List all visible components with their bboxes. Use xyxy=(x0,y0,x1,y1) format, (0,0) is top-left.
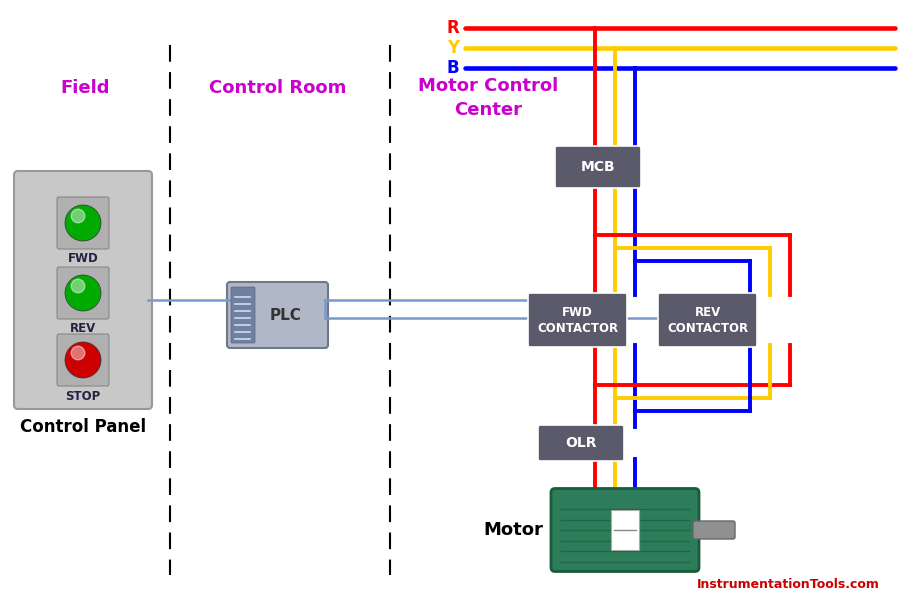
Text: Field: Field xyxy=(61,79,110,97)
Text: MCB: MCB xyxy=(581,160,615,174)
FancyBboxPatch shape xyxy=(528,293,627,347)
Text: PLC: PLC xyxy=(270,307,301,322)
FancyBboxPatch shape xyxy=(555,146,641,188)
Circle shape xyxy=(65,205,101,241)
Circle shape xyxy=(71,346,85,360)
Text: Y: Y xyxy=(447,39,459,57)
Text: FWD
CONTACTOR: FWD CONTACTOR xyxy=(537,305,618,335)
FancyBboxPatch shape xyxy=(231,287,255,343)
Text: InstrumentationTools.com: InstrumentationTools.com xyxy=(697,578,880,590)
FancyBboxPatch shape xyxy=(57,197,109,249)
Text: FWD: FWD xyxy=(68,253,99,265)
Text: REV
CONTACTOR: REV CONTACTOR xyxy=(667,305,748,335)
Text: B: B xyxy=(446,59,459,77)
FancyBboxPatch shape xyxy=(658,293,757,347)
Text: Control Room: Control Room xyxy=(209,79,347,97)
FancyBboxPatch shape xyxy=(14,171,152,409)
Text: STOP: STOP xyxy=(65,390,100,402)
FancyBboxPatch shape xyxy=(693,521,735,539)
Text: R: R xyxy=(446,19,459,37)
Text: Control Panel: Control Panel xyxy=(20,418,146,436)
FancyBboxPatch shape xyxy=(57,334,109,386)
FancyBboxPatch shape xyxy=(57,267,109,319)
FancyBboxPatch shape xyxy=(551,488,699,571)
FancyBboxPatch shape xyxy=(611,510,639,550)
FancyBboxPatch shape xyxy=(227,282,328,348)
Text: Motor Control
Center: Motor Control Center xyxy=(418,77,558,119)
Text: OLR: OLR xyxy=(566,436,596,450)
Text: REV: REV xyxy=(70,322,96,336)
Text: Motor: Motor xyxy=(483,521,543,539)
Circle shape xyxy=(71,279,85,293)
FancyBboxPatch shape xyxy=(538,425,624,461)
Circle shape xyxy=(65,342,101,378)
Circle shape xyxy=(71,209,85,223)
Circle shape xyxy=(65,275,101,311)
